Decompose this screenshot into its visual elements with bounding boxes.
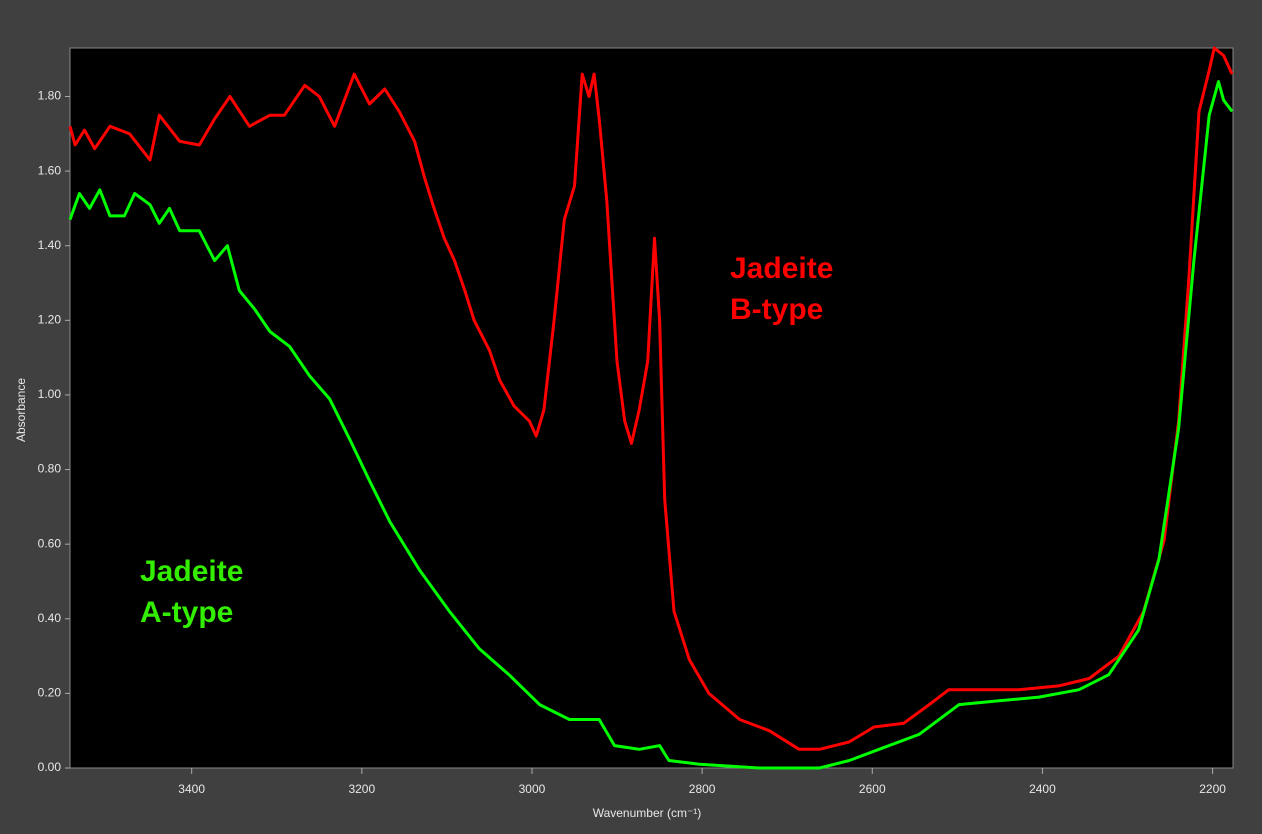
y-tick-label: 1.20 (38, 313, 62, 327)
y-tick-label: 0.40 (38, 611, 62, 625)
x-tick-label: 2400 (1029, 782, 1056, 796)
y-tick-label: 0.20 (38, 686, 62, 700)
x-tick-label: 3400 (178, 782, 205, 796)
y-axis-title: Absorbance (14, 378, 28, 442)
y-tick-label: 1.00 (38, 387, 62, 401)
x-tick-label: 2800 (689, 782, 716, 796)
y-tick-label: 1.80 (38, 89, 62, 103)
x-tick-label: 3000 (519, 782, 546, 796)
y-tick-label: 1.40 (38, 238, 62, 252)
x-tick-label: 2600 (859, 782, 886, 796)
annotation: Jadeite (140, 555, 243, 588)
annotation: Jadeite (730, 252, 833, 285)
y-tick-label: 0.60 (38, 536, 62, 550)
y-tick-label: 1.60 (38, 163, 62, 177)
y-tick-label: 0.00 (38, 760, 62, 774)
spectrum-line (68, 46, 1234, 751)
x-tick-label: 3200 (348, 782, 375, 796)
annotation: B-type (730, 293, 823, 326)
plot-area (69, 47, 1234, 769)
x-axis-title: Wavenumber (cm⁻¹) (593, 806, 702, 820)
annotation: A-type (140, 596, 233, 629)
x-tick-label: 2200 (1199, 782, 1226, 796)
y-tick-label: 0.80 (38, 462, 62, 476)
spectrum-line (68, 80, 1234, 770)
